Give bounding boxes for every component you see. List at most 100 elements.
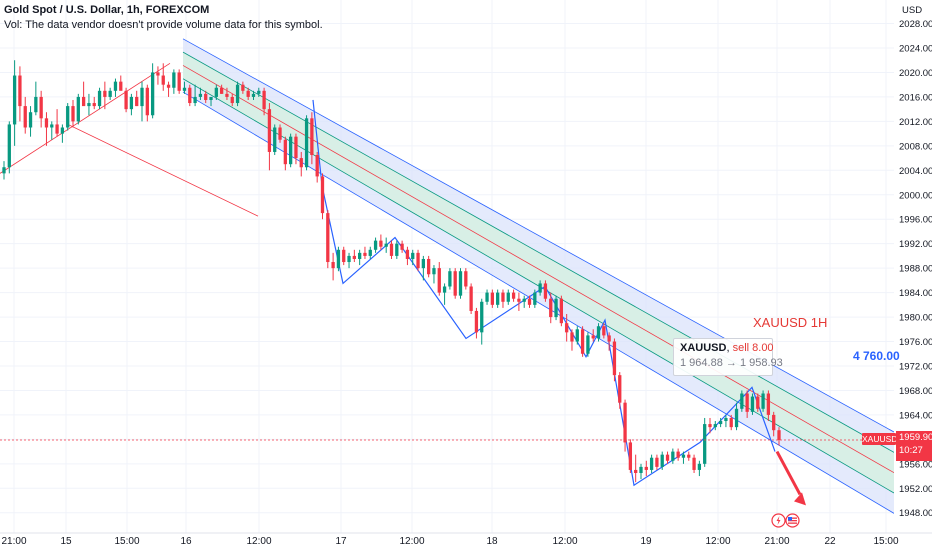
time-tick-label: 15:00 bbox=[873, 536, 898, 547]
candle-body bbox=[506, 292, 510, 302]
candle-body bbox=[124, 90, 128, 110]
time-tick-label: 12:00 bbox=[552, 536, 577, 547]
candle-body bbox=[772, 414, 776, 431]
candle-body bbox=[18, 75, 22, 107]
candle-body bbox=[379, 240, 383, 247]
price-tick-label: 1956.00 bbox=[899, 459, 932, 470]
candle-body bbox=[543, 283, 548, 299]
channel-label: XAUUSD 1H bbox=[753, 315, 828, 330]
price-tick-label: 1972.00 bbox=[899, 361, 932, 372]
candle-body bbox=[596, 326, 601, 339]
candle-body bbox=[554, 298, 558, 318]
candle-body bbox=[336, 249, 341, 269]
candle-body bbox=[119, 81, 123, 91]
candle-body bbox=[634, 469, 638, 473]
candle-body bbox=[188, 87, 192, 104]
trade-target: 1 958.93 bbox=[739, 357, 783, 369]
price-tick-label: 1952.00 bbox=[899, 484, 932, 495]
candle-body bbox=[182, 87, 187, 91]
candle-body bbox=[193, 96, 197, 104]
candle-body bbox=[140, 87, 144, 107]
candle-body bbox=[671, 451, 675, 461]
candle-body bbox=[522, 298, 526, 302]
candle-body bbox=[612, 341, 617, 376]
candle-body bbox=[373, 240, 378, 250]
time-tick-label: 22 bbox=[824, 536, 836, 547]
candle-body bbox=[44, 118, 49, 128]
candle-body bbox=[458, 271, 463, 296]
trade-annotation[interactable]: XAUUSD, sell 8.00 1 964.88 → 1 958.93 bbox=[673, 338, 783, 376]
price-tick-label: 1976.00 bbox=[899, 337, 932, 348]
sell-arrow-head bbox=[794, 492, 806, 506]
candle-body bbox=[257, 90, 261, 94]
price-tick-label: 2008.00 bbox=[899, 141, 932, 152]
time-tick-label: 12:00 bbox=[246, 536, 271, 547]
channel-inner-fill bbox=[183, 52, 894, 494]
candle-body bbox=[655, 457, 659, 467]
flag-stripe bbox=[788, 522, 797, 524]
trade-line-2: 1 964.88 → 1 958.93 bbox=[680, 357, 783, 369]
candle-body bbox=[241, 84, 245, 91]
candle-body bbox=[718, 421, 723, 425]
overlays bbox=[0, 439, 894, 506]
candle-body bbox=[549, 298, 553, 318]
candle-body bbox=[405, 249, 410, 259]
candle-body bbox=[511, 292, 516, 299]
candle-body bbox=[23, 106, 27, 128]
candle-body bbox=[87, 103, 91, 107]
channel-upper-line bbox=[182, 38, 895, 433]
candle-body bbox=[278, 127, 282, 140]
candle-body bbox=[570, 332, 574, 342]
candle-body bbox=[331, 262, 335, 269]
candle-body bbox=[496, 292, 500, 305]
lightning-glyph-icon bbox=[776, 516, 781, 525]
candle-body bbox=[448, 271, 452, 287]
candle-body bbox=[135, 96, 139, 107]
candle-body bbox=[649, 457, 654, 470]
candles bbox=[2, 60, 781, 483]
candle-body bbox=[538, 283, 542, 293]
time-tick-label: 18 bbox=[486, 536, 498, 547]
price-tick-label: 2016.00 bbox=[899, 92, 932, 103]
price-tick-label: 1988.00 bbox=[899, 264, 932, 275]
candle-body bbox=[474, 310, 479, 333]
price-tick-label: 1968.00 bbox=[899, 386, 932, 397]
candle-body bbox=[517, 298, 521, 302]
candle-body bbox=[713, 424, 717, 428]
candle-body bbox=[304, 118, 309, 168]
flag-stripe bbox=[788, 517, 797, 519]
candle-body bbox=[384, 243, 388, 247]
candle-body bbox=[225, 93, 229, 97]
candle-body bbox=[156, 72, 160, 76]
candle-body bbox=[750, 396, 755, 412]
candle-body bbox=[469, 286, 473, 311]
candle-body bbox=[267, 109, 272, 152]
channel-inner-upper bbox=[182, 51, 895, 453]
candle-body bbox=[246, 90, 250, 97]
candle-body bbox=[427, 258, 431, 275]
candle-body bbox=[527, 298, 532, 305]
trend-line-down bbox=[67, 124, 259, 217]
candle-body bbox=[389, 243, 394, 256]
candle-body bbox=[591, 335, 595, 339]
candle-body bbox=[230, 96, 234, 104]
candle-body bbox=[761, 393, 765, 409]
event-icons[interactable] bbox=[771, 513, 805, 536]
candle-body bbox=[60, 127, 65, 134]
time-tick-label: 15:00 bbox=[114, 536, 139, 547]
flag-stripe bbox=[788, 520, 797, 522]
candle-body bbox=[411, 252, 415, 259]
candle-body bbox=[400, 243, 404, 250]
candle-body bbox=[66, 106, 70, 128]
event-icons-svg[interactable] bbox=[771, 513, 805, 531]
candle-body bbox=[421, 258, 425, 269]
regression-channel bbox=[0, 38, 895, 514]
price-axis-currency: USD bbox=[902, 5, 922, 16]
candle-body bbox=[756, 396, 760, 409]
candle-body bbox=[235, 84, 240, 104]
blue-value-label: 4 760.00 bbox=[853, 349, 900, 363]
candle-body bbox=[209, 96, 213, 100]
time-tick-label: 15 bbox=[60, 536, 72, 547]
